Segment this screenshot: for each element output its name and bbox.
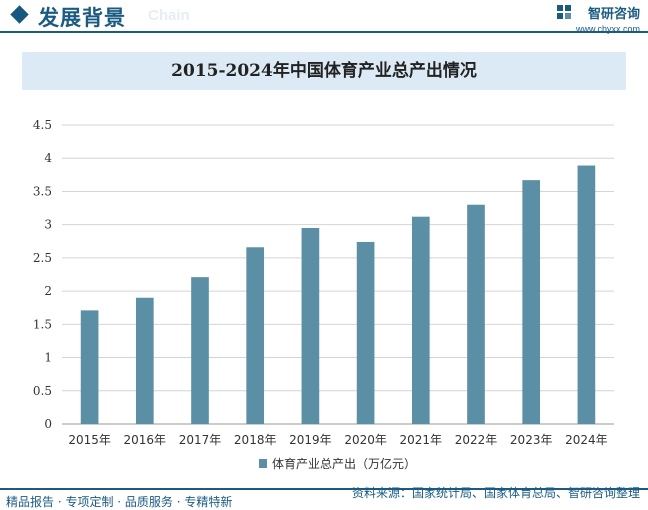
y-tick-label: 2 [44,284,52,298]
y-tick-label: 0 [44,417,52,431]
legend-label: 体育产业总产出（万亿元） [272,456,416,471]
chart-title-band: 2015-2024年中国体育产业总产出情况 [22,52,626,90]
legend-swatch [258,459,267,468]
bar[interactable] [577,165,596,424]
brand-url[interactable]: www.chyxx.com [575,24,640,34]
bar-chart: 0 0.5 1 1.5 2 2.5 3 3.5 4 4.5 2015年 2016年 2017年 2018… [33,118,614,471]
bar[interactable] [80,310,99,424]
footer-services: 精品报告 · 专项定制 · 品质服务 · 专精特新 [6,495,233,509]
bar[interactable] [191,277,209,424]
y-tick-label: 0.5 [33,384,52,398]
y-tick-label: 1.5 [33,317,52,331]
bar[interactable] [411,216,430,424]
bar[interactable] [467,204,485,424]
x-tick-label: 2018年 [234,433,277,447]
x-tick-label: 2020年 [344,433,387,447]
brand-logo-icon [556,5,571,19]
y-tick-label: 3.5 [33,184,52,198]
x-tick-label: 2017年 [179,433,222,447]
bar[interactable] [135,297,154,424]
x-tick-label: 2019年 [289,433,332,447]
x-tick-label: 2021年 [400,433,443,447]
bar[interactable] [246,247,265,424]
grid-layer [62,124,614,425]
bar-layer [80,165,596,424]
bar[interactable] [356,241,375,424]
legend: 体育产业总产出（万亿元） [258,456,416,471]
section-title: 发展背景 [38,5,126,30]
brand[interactable]: 智研咨询 www.chyxx.com [556,3,640,34]
x-tick-label: 2016年 [124,433,167,447]
section-subtitle: Chain [148,7,190,24]
chart-title: 2015-2024年中国体育产业总产出情况 [171,61,477,81]
footer-rule [0,488,648,490]
x-tick-label: 2022年 [455,433,498,447]
bar[interactable] [301,227,320,424]
y-tick-label: 2.5 [33,251,52,265]
source-note: 资料来源：国家统计局、国家体育总局、智研咨询整理 [351,486,640,500]
x-tick-label: 2015年 [68,433,111,447]
header-rule [0,31,648,33]
bar[interactable] [522,180,541,424]
x-axis-ticks: 2015年 2016年 2017年 2018年 2019年 2020年 2021年 2022年… [68,433,607,447]
y-tick-label: 1 [44,351,52,365]
brand-name: 智研咨询 [587,7,640,22]
footer: 精品报告 · 专项定制 · 品质服务 · 专精特新 [0,486,648,510]
x-tick-label: 2024年 [565,433,608,447]
y-tick-label: 4 [44,151,52,165]
y-tick-label: 3 [44,218,52,232]
y-axis-ticks: 0 0.5 1 1.5 2 2.5 3 3.5 4 4.5 [33,118,52,431]
y-tick-label: 4.5 [33,118,52,132]
section-header: 发展背景 Chain 智研咨询 www.chyxx.com [0,0,648,36]
x-tick-label: 2023年 [510,433,553,447]
